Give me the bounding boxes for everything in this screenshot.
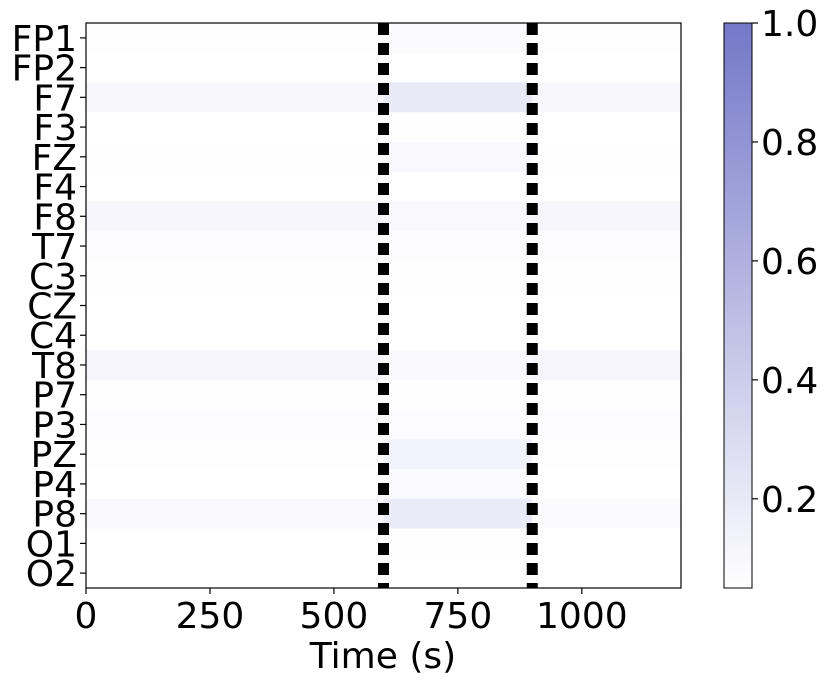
heatmap-cell: [532, 23, 681, 54]
heatmap-cell: [532, 201, 681, 232]
heatmap-cell: [532, 439, 681, 470]
heatmap-cell: [532, 558, 681, 589]
heatmap-cell: [532, 409, 681, 440]
heatmap-cell: [532, 260, 681, 292]
heatmap-cell: [532, 290, 681, 321]
heatmap-cell: [86, 379, 384, 411]
heatmap-cell: [86, 290, 384, 321]
heatmap-cells: [86, 23, 681, 589]
heatmap-cell: [86, 498, 384, 530]
heatmap-cell: [86, 558, 384, 589]
colorbar-tick-label: 1.0: [761, 4, 818, 45]
heatmap-cell: [86, 171, 384, 202]
x-axis-label: Time (s): [309, 636, 456, 677]
y-tick-label: T8: [31, 346, 77, 387]
y-tick-label: F7: [33, 78, 77, 119]
heatmap-cell: [532, 528, 681, 559]
y-tick-label: FP1: [12, 19, 77, 60]
heatmap-cell: [383, 52, 533, 83]
x-tick-label: 500: [300, 596, 369, 637]
heatmap-cell: [86, 23, 384, 54]
heatmap-cell: [532, 231, 681, 262]
heatmap-cell: [383, 290, 533, 321]
y-tick-label: CZ: [27, 287, 77, 328]
time-axis: 0 250 500 750 1000: [75, 588, 628, 637]
heatmap-cell: [532, 52, 681, 83]
y-tick-label: O2: [26, 554, 77, 595]
y-tick-label: P4: [32, 465, 77, 506]
heatmap-cell: [383, 439, 533, 470]
heatmap-cell: [86, 528, 384, 559]
heatmap-cell: [383, 23, 533, 54]
y-tick-label: PZ: [31, 435, 77, 476]
heatmap-cell: [86, 141, 384, 173]
y-tick-label: P7: [32, 376, 77, 417]
heatmap-cell: [383, 201, 533, 232]
x-tick-label: 1000: [536, 596, 628, 637]
heatmap-cell: [86, 469, 384, 500]
heatmap-cell: [532, 171, 681, 202]
y-tick-label: F3: [33, 108, 77, 149]
colorbar-tick-label: 0.6: [761, 242, 818, 283]
heatmap-cell: [86, 350, 384, 381]
y-tick-label: FP2: [12, 49, 77, 90]
y-tick-label: FZ: [32, 138, 77, 179]
colorbar: [723, 22, 753, 589]
colorbar-tick-label: 0.2: [761, 480, 818, 521]
heatmap-cell: [383, 469, 533, 500]
heatmap-cell: [86, 409, 384, 440]
heatmap-cell: [383, 409, 533, 440]
heatmap-cell: [86, 320, 384, 351]
y-tick-label: T7: [31, 227, 77, 268]
heatmap-cell: [383, 558, 533, 589]
heatmap-cell: [383, 260, 533, 292]
heatmap-cell: [532, 141, 681, 173]
heatmap-cell: [383, 498, 533, 530]
heatmap-cell: [86, 201, 384, 232]
heatmap-cell: [86, 112, 384, 143]
heatmap-cell: [383, 528, 533, 559]
y-tick-label: P3: [32, 405, 77, 446]
heatmap-cell: [383, 320, 533, 351]
heatmap-cell: [532, 112, 681, 143]
colorbar-tick-label: 0.4: [761, 361, 818, 402]
heatmap-cell: [86, 439, 384, 470]
colorbar-tick-label: 0.8: [761, 123, 818, 164]
colorbar-axis: 0.2 0.4 0.6 0.8 1.0: [752, 4, 818, 521]
y-tick-label: C3: [29, 257, 77, 298]
heatmap-cell: [86, 52, 384, 83]
heatmap-cell: [383, 350, 533, 381]
y-tick-label: O1: [26, 524, 77, 565]
y-tick-label: C4: [29, 316, 77, 357]
y-tick-label: F4: [33, 168, 77, 209]
heatmap-cell: [86, 231, 384, 262]
heatmap-cell: [383, 171, 533, 202]
heatmap-cell: [86, 260, 384, 292]
y-tick-label: P8: [32, 495, 77, 536]
heatmap-cell: [383, 112, 533, 143]
heatmap-cell: [86, 82, 384, 113]
heatmap-cell: [532, 379, 681, 411]
heatmap-cell: [383, 82, 533, 113]
y-tick-label: F8: [33, 197, 77, 238]
heatmap-cell: [383, 141, 533, 173]
heatmap-cell: [532, 498, 681, 530]
heatmap-cell: [532, 320, 681, 351]
heatmap-cell: [383, 379, 533, 411]
x-tick-label: 0: [75, 596, 98, 637]
segment-markers: [378, 23, 538, 588]
x-tick-label: 750: [424, 596, 493, 637]
x-tick-label: 250: [176, 596, 245, 637]
heatmap-cell: [383, 231, 533, 262]
heatmap-cell: [532, 350, 681, 381]
heatmap-cell: [532, 469, 681, 500]
heatmap-cell: [532, 82, 681, 113]
